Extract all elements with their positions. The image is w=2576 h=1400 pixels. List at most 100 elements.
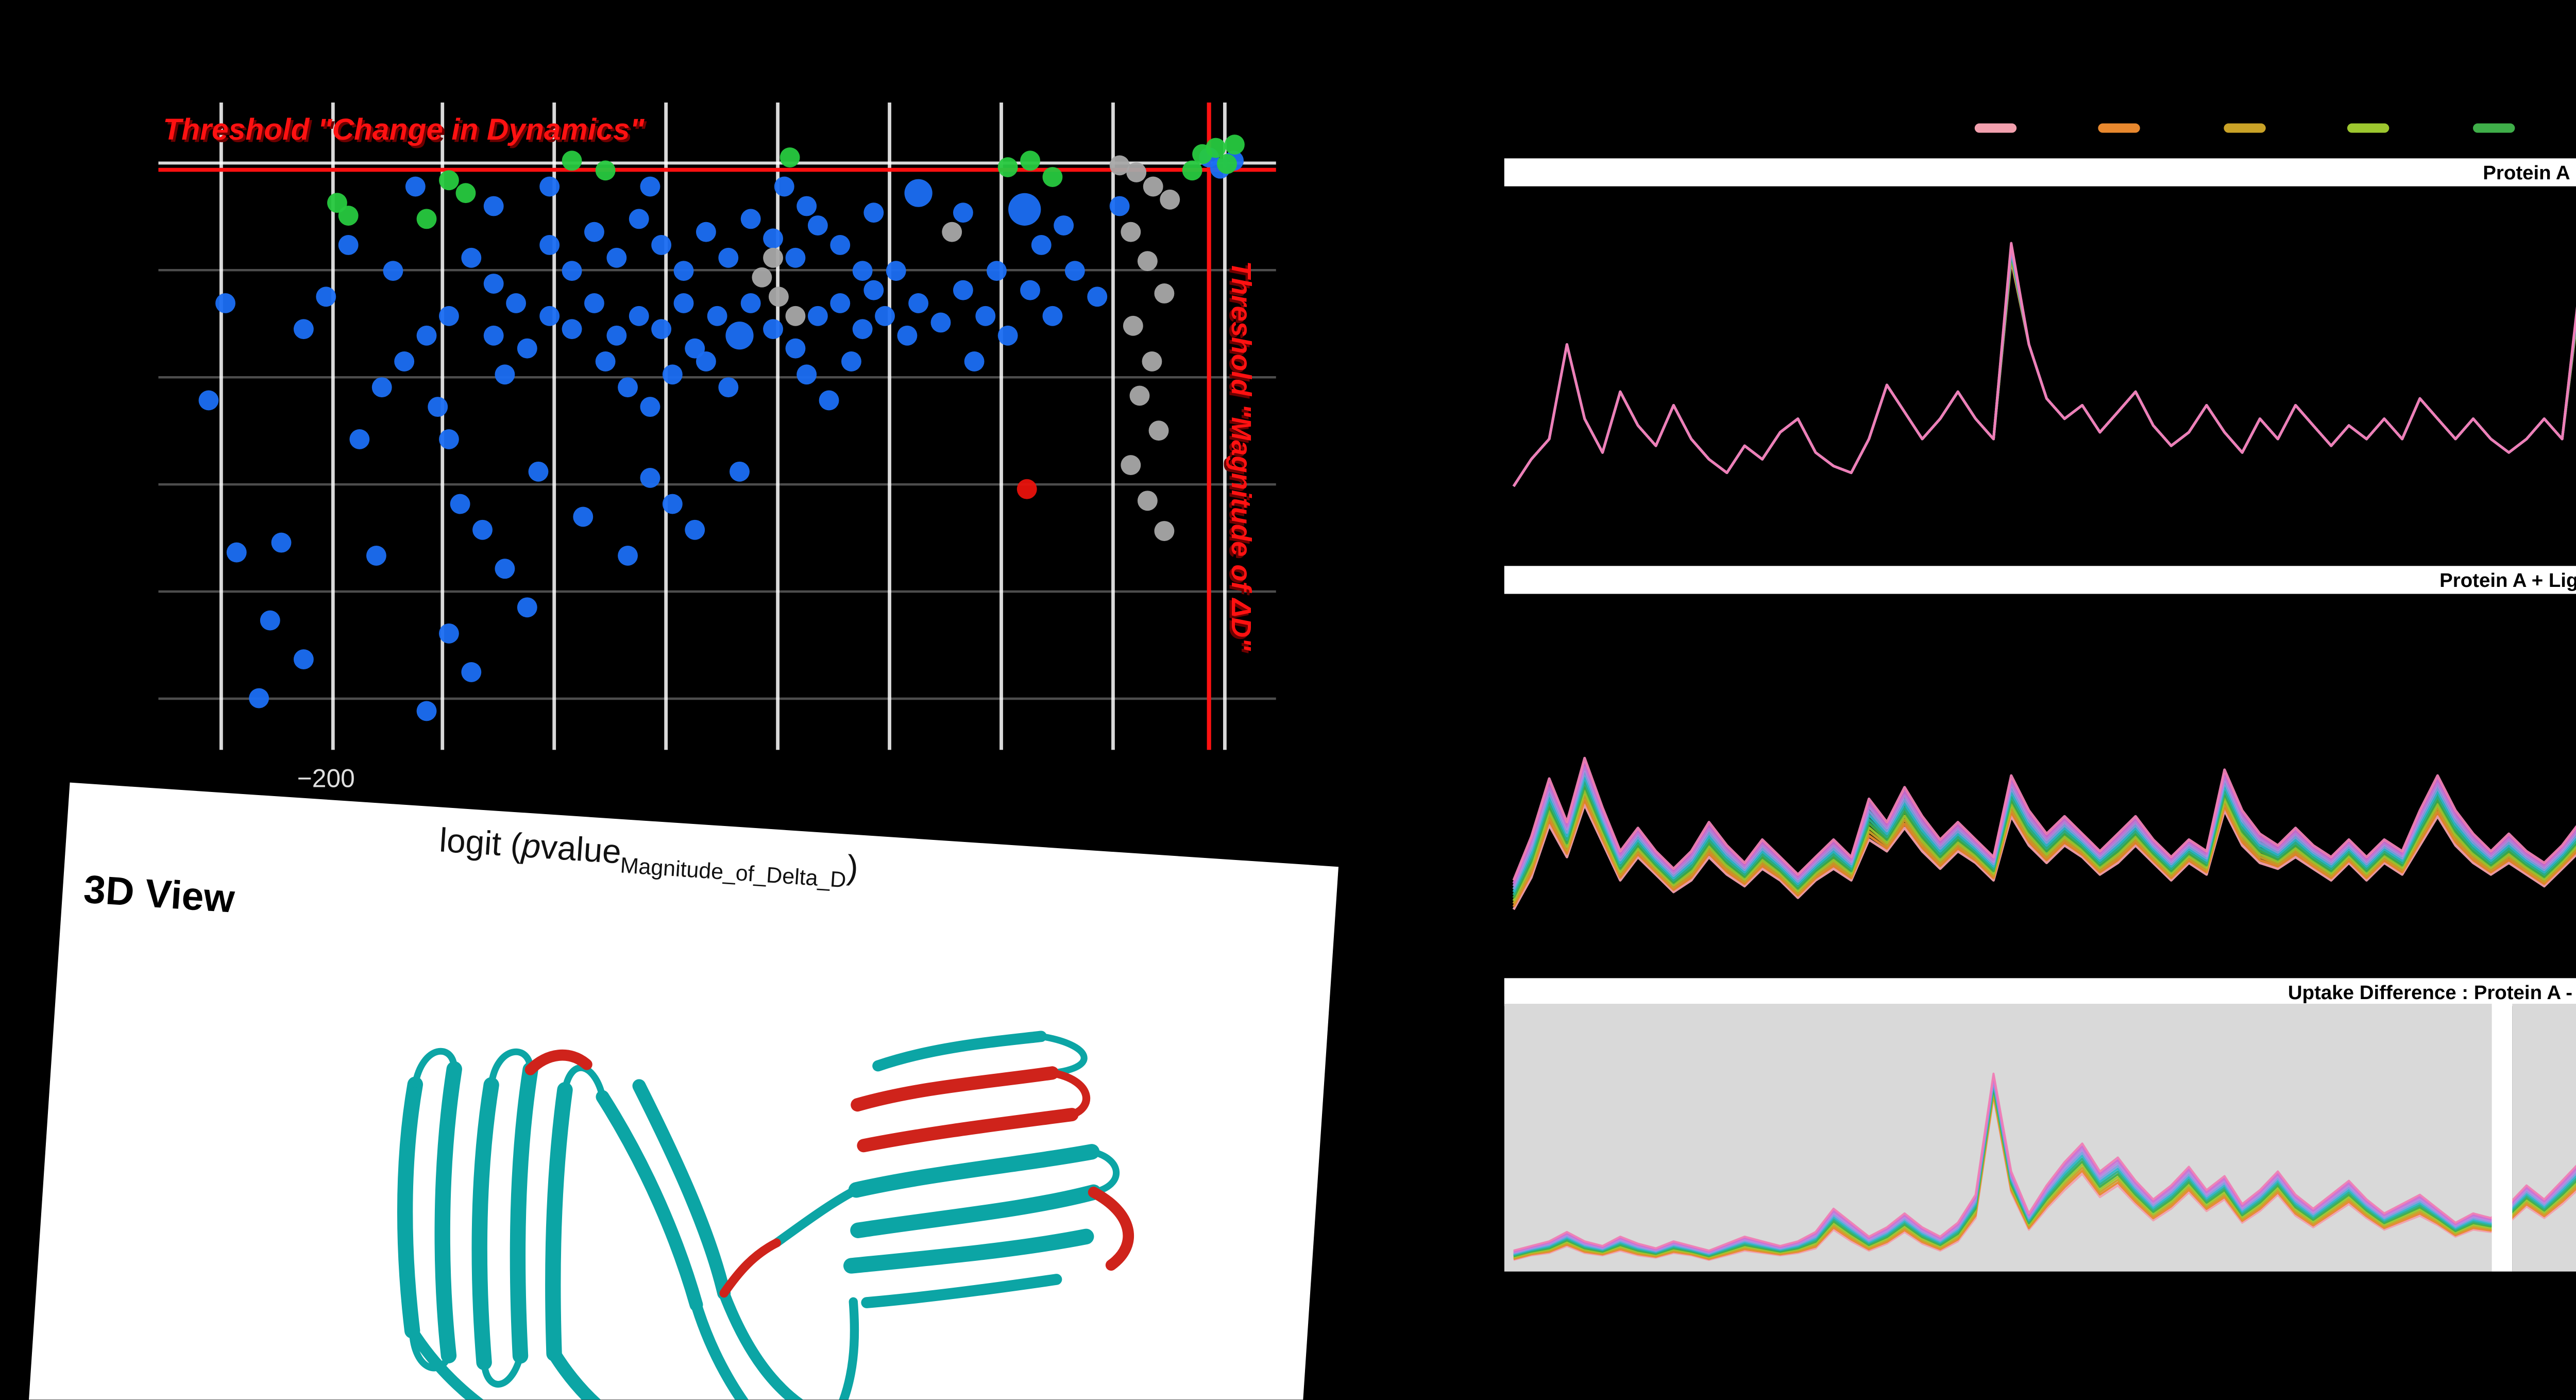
volcano-point-blue[interactable] (651, 235, 672, 255)
volcano-point-blue[interactable] (517, 338, 537, 359)
volcano-point-blue[interactable] (584, 222, 604, 242)
volcano-point-blue[interactable] (953, 203, 973, 223)
volcano-point-blue[interactable] (483, 325, 504, 346)
volcano-point-gray[interactable] (1109, 155, 1130, 176)
volcano-point-blue[interactable] (472, 519, 493, 540)
volcano-point-blue[interactable] (640, 468, 660, 488)
volcano-point-green[interactable] (1182, 160, 1202, 181)
volcano-point-green[interactable] (455, 183, 476, 204)
volcano-point-gray[interactable] (1148, 420, 1169, 441)
volcano-point-blue[interactable] (830, 235, 851, 255)
volcano-point-blue[interactable] (428, 397, 448, 417)
volcano-point-blue[interactable] (483, 274, 504, 294)
volcano-point-blue[interactable] (707, 306, 727, 326)
volcano-point-blue[interactable] (517, 597, 537, 618)
volcano-point-green[interactable] (416, 209, 437, 229)
volcano-point-blue[interactable] (271, 532, 292, 553)
volcano-point-blue[interactable] (438, 306, 459, 326)
volcano-point-blue[interactable] (584, 293, 604, 313)
volcano-point-blue[interactable] (405, 176, 426, 197)
volcano-point-blue[interactable] (539, 306, 560, 326)
volcano-point-blue[interactable] (975, 306, 996, 326)
uptake-difference-chart[interactable] (1504, 1004, 2576, 1272)
volcano-point-blue[interactable] (796, 364, 817, 385)
volcano-point-blue[interactable] (730, 461, 750, 482)
volcano-point-blue[interactable] (198, 390, 219, 411)
volcano-point-blue[interactable] (830, 293, 851, 313)
volcano-point-gray[interactable] (768, 286, 789, 307)
volcano-point-blue[interactable] (718, 377, 739, 398)
volcano-point-gray[interactable] (763, 247, 784, 268)
volcano-point-blue[interactable] (438, 429, 459, 449)
volcano-point-blue[interactable] (774, 176, 794, 197)
volcano-point-blue[interactable] (383, 261, 403, 281)
volcano-point-blue[interactable] (841, 351, 861, 372)
volcano-point-blue[interactable] (573, 507, 594, 527)
volcano-point-blue[interactable] (629, 209, 649, 229)
volcano-point-blue[interactable] (763, 228, 784, 249)
volcano-point-blue[interactable] (1054, 215, 1074, 235)
volcano-point-blue[interactable] (875, 306, 895, 326)
volcano-point-gray[interactable] (1121, 455, 1141, 476)
volcano-point-gray[interactable] (1137, 251, 1158, 272)
volcano-point-blue[interactable] (696, 351, 716, 372)
volcano-point-blue[interactable] (863, 203, 884, 223)
volcano-point-gray[interactable] (1129, 385, 1150, 406)
volcano-point-blue[interactable] (1031, 235, 1052, 255)
volcano-point-green[interactable] (562, 150, 582, 171)
volcano-point-blue[interactable] (495, 559, 515, 579)
volcano-point-blue[interactable] (796, 196, 817, 216)
volcano-point-gray[interactable] (1143, 176, 1163, 197)
volcano-point-blue[interactable] (1020, 280, 1040, 300)
volcano-point-green[interactable] (1020, 150, 1040, 171)
volcano-point-gray[interactable] (1160, 189, 1180, 210)
volcano-point-gray[interactable] (1123, 315, 1143, 336)
legend-swatch[interactable] (2223, 123, 2265, 132)
volcano-point-green[interactable] (595, 160, 616, 181)
volcano-point-blue[interactable] (366, 545, 386, 566)
volcano-point-blue[interactable] (438, 623, 459, 644)
legend-swatch[interactable] (2347, 123, 2390, 132)
volcano-point-gray[interactable] (942, 222, 962, 242)
volcano-point-blue[interactable] (293, 649, 314, 669)
volcano-point-blue[interactable] (293, 319, 314, 340)
volcano-scatter-canvas[interactable] (158, 102, 1276, 750)
volcano-point-blue[interactable] (964, 351, 985, 372)
volcano-point-blue[interactable] (606, 247, 627, 268)
volcano-point-blue[interactable] (740, 209, 761, 229)
volcano-point-blue[interactable] (371, 377, 392, 398)
volcano-point-gray[interactable] (752, 267, 772, 288)
volcano-point-blue[interactable] (953, 280, 973, 300)
volcano-point-blue[interactable] (640, 176, 660, 197)
volcano-point-blue[interactable] (1087, 286, 1108, 307)
volcano-point-blue[interactable] (886, 261, 906, 281)
volcano-point-blue[interactable] (725, 322, 754, 350)
volcano-point-blue[interactable] (349, 429, 370, 449)
volcano-point-blue[interactable] (539, 235, 560, 255)
volcano-point-blue[interactable] (662, 494, 683, 514)
volcano-point-blue[interactable] (673, 261, 694, 281)
volcano-point-blue[interactable] (785, 338, 806, 359)
volcano-point-blue[interactable] (640, 397, 660, 417)
volcano-point-blue[interactable] (618, 377, 638, 398)
volcano-point-blue[interactable] (595, 351, 616, 372)
volcano-point-gray[interactable] (1126, 162, 1147, 182)
volcano-point-blue[interactable] (987, 261, 1007, 281)
volcano-point-blue[interactable] (249, 688, 269, 709)
volcano-point-blue[interactable] (226, 542, 247, 563)
volcano-point-blue[interactable] (461, 662, 482, 682)
volcano-point-blue[interactable] (483, 196, 504, 216)
volcano-point-blue[interactable] (539, 176, 560, 197)
volcano-point-blue[interactable] (562, 319, 582, 340)
volcano-point-blue[interactable] (651, 319, 672, 340)
volcano-point-blue[interactable] (1109, 196, 1130, 216)
volcano-point-blue[interactable] (461, 247, 482, 268)
legend-swatch[interactable] (2472, 123, 2514, 132)
volcano-point-blue[interactable] (897, 325, 918, 346)
volcano-point-green[interactable] (1042, 167, 1063, 187)
volcano-point-gray[interactable] (1137, 491, 1158, 511)
volcano-point-blue[interactable] (785, 247, 806, 268)
volcano-point-blue[interactable] (819, 390, 839, 411)
uptake-chart-protein-a[interactable] (1504, 187, 2576, 559)
volcano-point-blue[interactable] (763, 319, 784, 340)
